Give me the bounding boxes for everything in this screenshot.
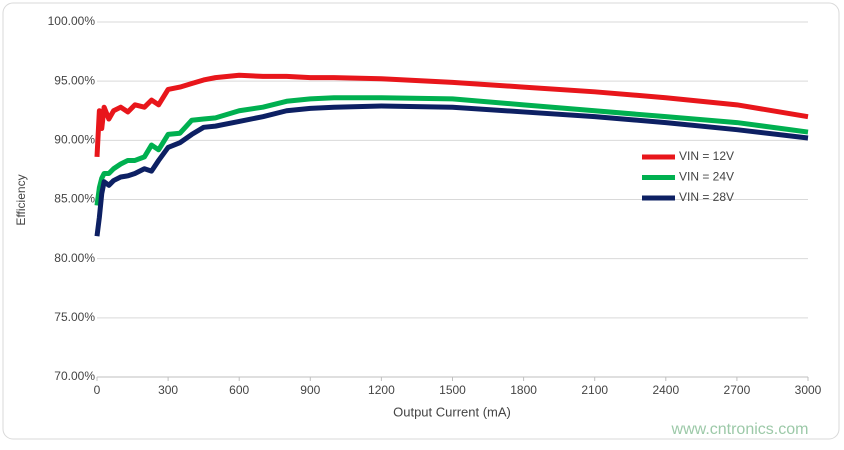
- legend-label: VIN = 24V: [679, 170, 734, 184]
- y-tick-label: 85.00%: [54, 192, 95, 206]
- watermark: www.cntronics.com: [671, 421, 809, 438]
- y-tick-label: 95.00%: [54, 73, 95, 87]
- x-tick-label: 3000: [795, 383, 822, 397]
- y-tick-label: 90.00%: [54, 133, 95, 147]
- x-tick-label: 2700: [724, 383, 751, 397]
- x-tick-label: 1800: [510, 383, 537, 397]
- x-tick-label: 0: [94, 383, 101, 397]
- x-tick-label: 600: [229, 383, 249, 397]
- x-tick-label: 2100: [581, 383, 608, 397]
- legend-label: VIN = 28V: [679, 190, 734, 204]
- x-tick-label: 2400: [652, 383, 679, 397]
- chart-frame: [2, 2, 840, 440]
- y-tick-label: 80.00%: [54, 251, 95, 265]
- y-axis-label: Efficiency: [14, 174, 28, 225]
- x-tick-label: 1200: [368, 383, 395, 397]
- x-tick-label: 1500: [439, 383, 466, 397]
- y-tick-label: 75.00%: [54, 310, 95, 324]
- y-tick-label: 100.00%: [48, 14, 96, 28]
- y-tick-label: 70.00%: [54, 369, 95, 383]
- series-line: [94, 72, 809, 158]
- series-line: [94, 95, 809, 206]
- x-axis-label: Output Current (mA): [393, 404, 511, 419]
- legend-label: VIN = 12V: [679, 149, 734, 163]
- x-tick-label: 300: [158, 383, 178, 397]
- x-tick-label: 900: [300, 383, 320, 397]
- series-line: [94, 103, 809, 237]
